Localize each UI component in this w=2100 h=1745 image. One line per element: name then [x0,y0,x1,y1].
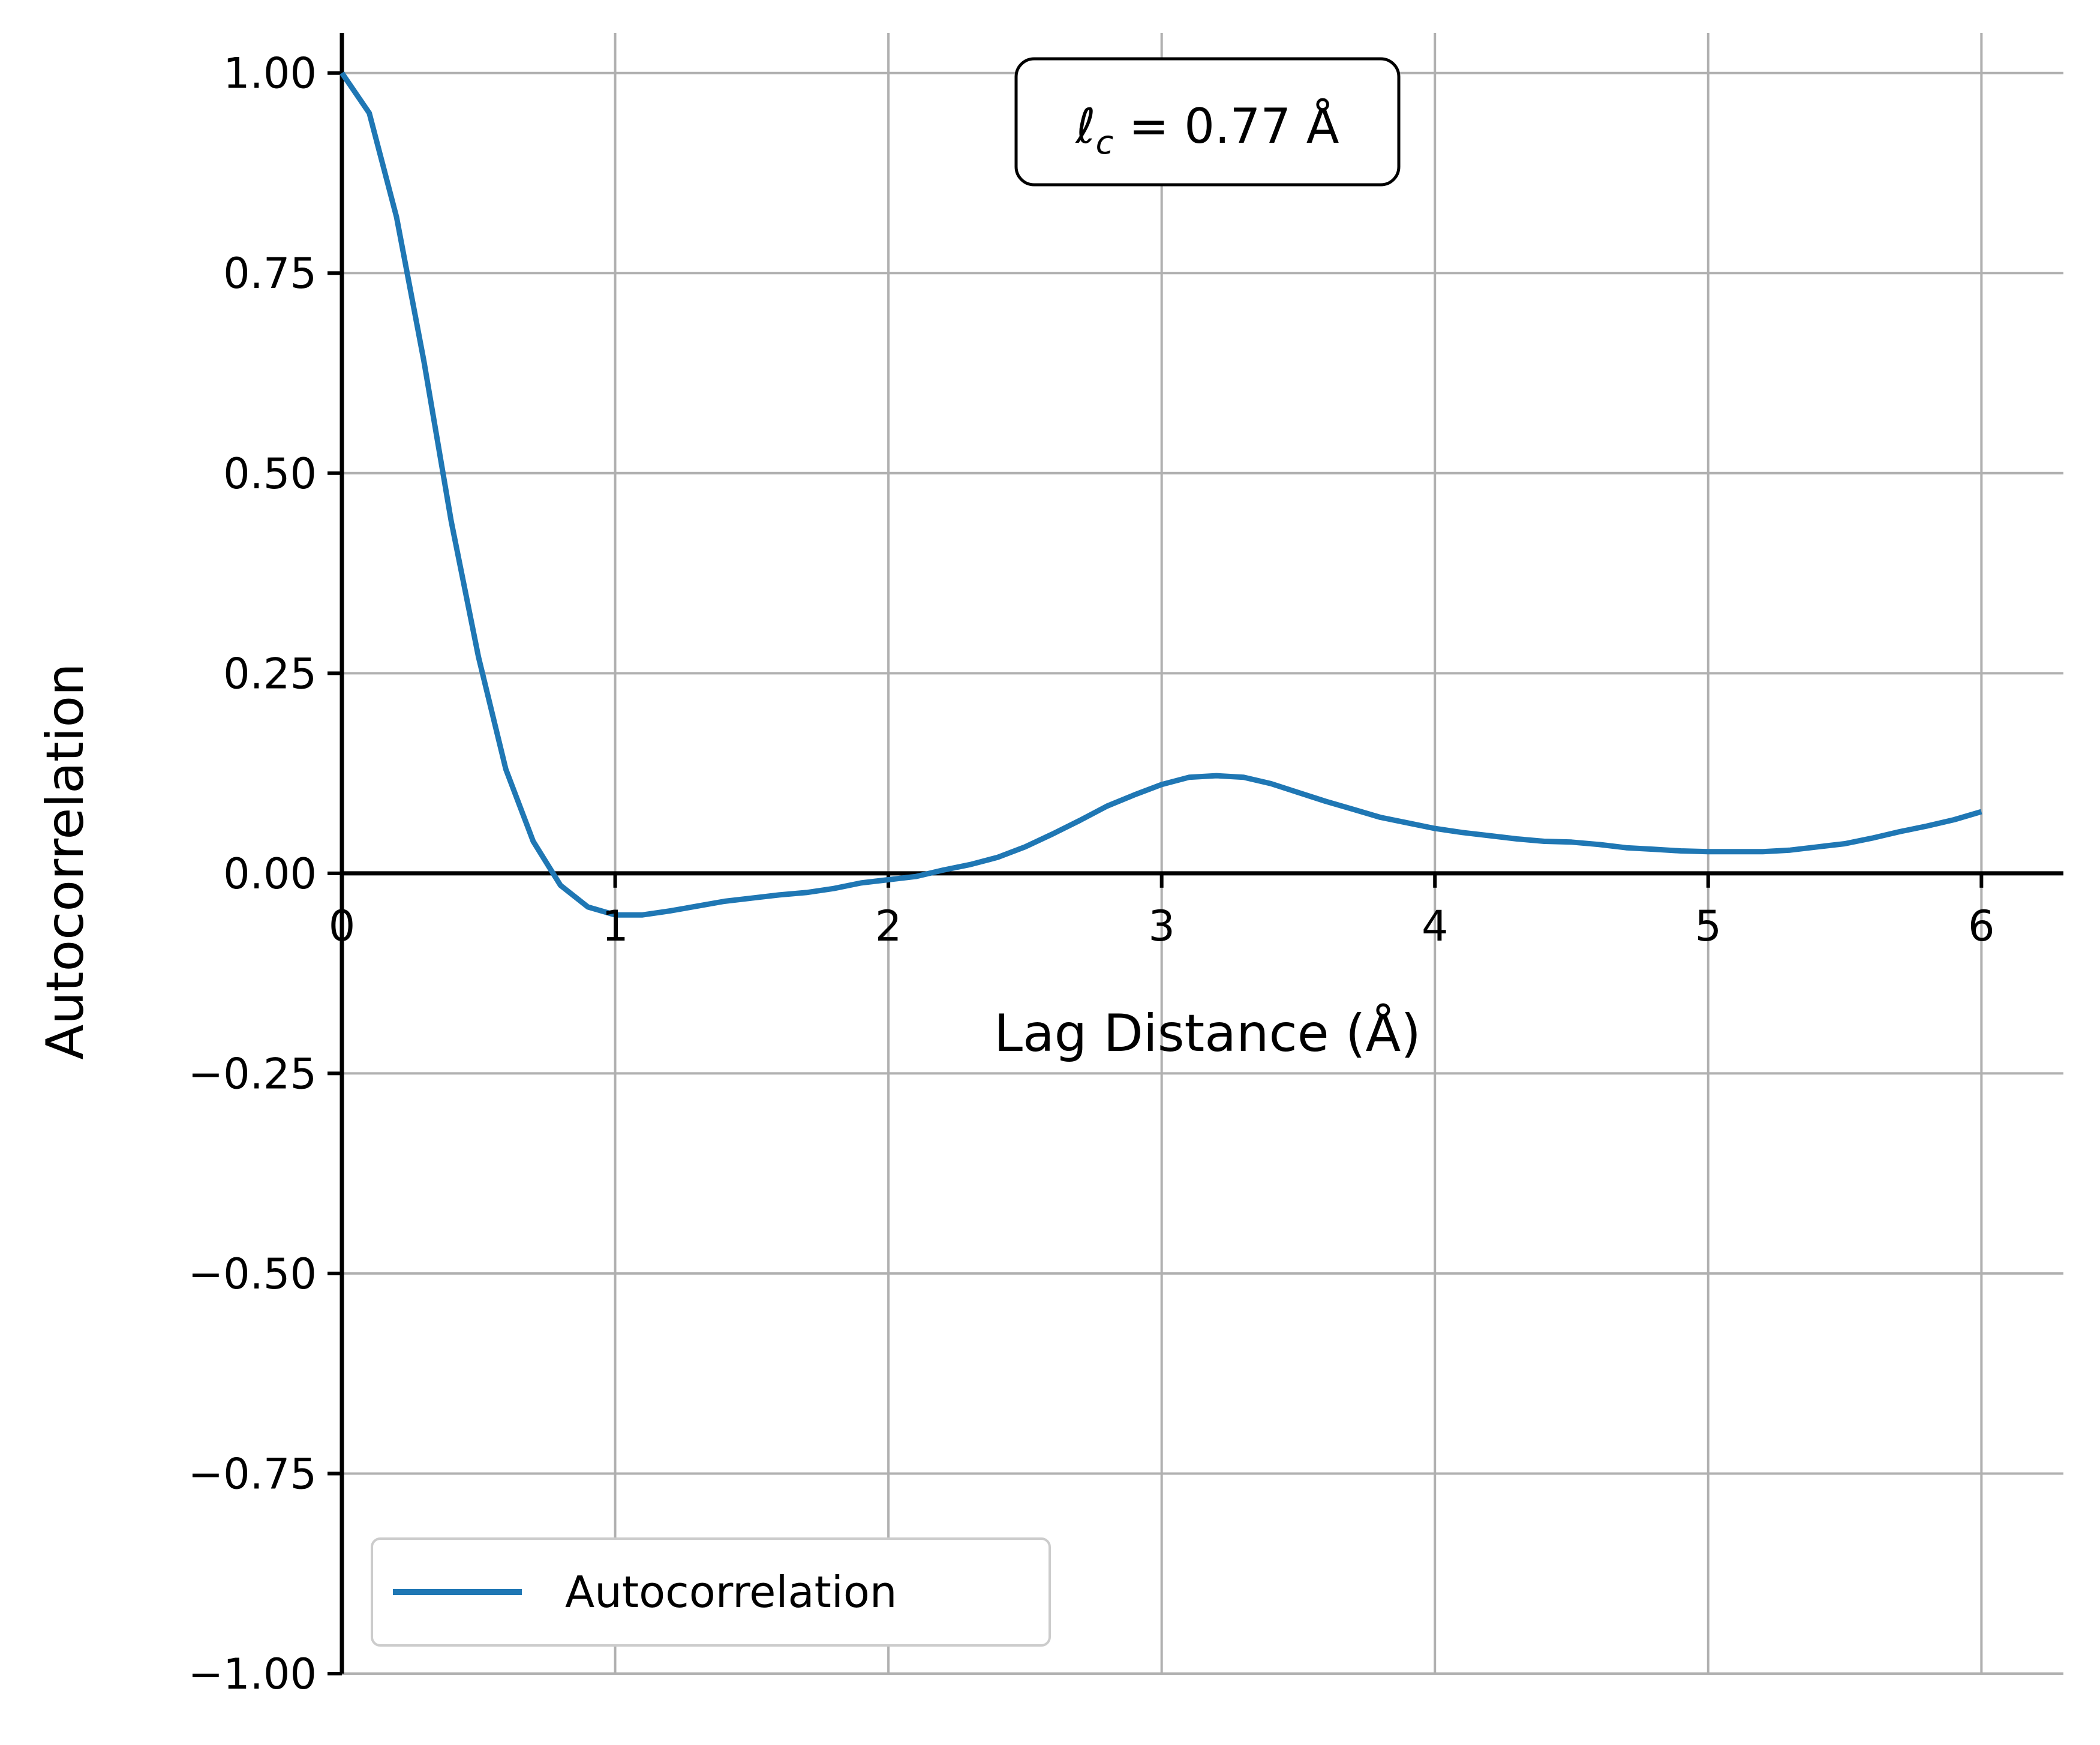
data-point [533,841,534,842]
data-point [505,768,506,770]
data-point [888,879,889,881]
data-point [423,361,425,362]
data-point [1434,828,1435,829]
data-point [1817,846,1818,848]
data-point [997,857,998,858]
data-point [1516,839,1518,840]
y-tick-label: 1.00 [223,49,317,98]
data-point [1626,847,1627,848]
data-point [970,864,971,865]
legend-frame [371,1537,1051,1647]
data-point [1107,806,1108,807]
y-tick-label: −0.25 [188,1049,317,1098]
data-point [915,876,917,877]
y-axis-title: Autocorrelation [35,663,95,1059]
grid [342,33,2063,1675]
data-point [396,217,397,218]
data-point [560,885,561,886]
data-point [1708,851,1709,852]
data-point [696,906,698,907]
y-tick-label: −0.50 [188,1250,317,1299]
y-tick-label: −1.00 [188,1650,317,1699]
data-point [1079,820,1080,821]
data-point [642,914,643,915]
data-point [1571,842,1572,843]
x-tick-label: 6 [1968,902,1995,951]
series-layer [340,71,1982,918]
y-tick-label: 0.25 [223,649,317,698]
x-tick-label: 5 [1695,902,1722,951]
data-point [779,894,780,896]
data-point [833,888,834,889]
data-point [369,112,370,113]
data-point [1899,831,1900,833]
x-tick-label: 4 [1422,902,1449,951]
data-point [1025,846,1026,848]
y-tick-label: −0.75 [188,1449,317,1498]
data-point [1680,851,1681,852]
legend: Autocorrelation [371,1537,1051,1647]
data-point [861,882,862,884]
data-point [1407,822,1408,824]
data-point [1380,817,1381,818]
x-axis-title: Lag Distance (Å) [994,1003,1421,1064]
data-point [1789,849,1790,851]
data-point [450,521,452,522]
x-tick-label: 0 [329,902,356,951]
x-tick-label: 1 [602,902,629,951]
data-point [1653,849,1654,850]
data-point [1462,832,1463,833]
data-point [1051,834,1053,835]
data-point [1844,843,1846,845]
axes [328,33,2063,1675]
data-point [1243,777,1244,778]
data-point [942,870,944,871]
data-point [1297,792,1299,793]
data-point [1134,794,1135,795]
y-tick-label: 0.50 [223,449,317,498]
data-point [1325,801,1326,802]
data-point [341,73,343,74]
y-tick-label: 0.75 [223,249,317,298]
x-tick-label: 3 [1148,902,1175,951]
data-point [478,657,479,658]
data-point [1489,835,1490,836]
annotation-frame [1014,57,1401,187]
data-point [1981,811,1982,812]
data-point [724,901,725,902]
tick-labels: −1.00 −0.75 −0.50 −0.25 0.00 0.25 0.50 0.75 1.00… [188,49,1994,1699]
data-point [751,897,752,899]
data-point [587,906,588,908]
data-point [1871,837,1873,839]
data-point [1762,851,1763,852]
data-point [669,911,671,912]
series-line-autocorrelation [340,71,1982,918]
x-tick-label: 2 [875,902,902,951]
data-point [1926,825,1927,827]
data-point [1954,819,1955,821]
data-point [806,892,807,893]
data-point [1599,844,1600,845]
data-point [1188,777,1189,778]
data-point [1353,809,1354,810]
data-point [1270,783,1272,784]
legend-entry-autocorrelation: Autocorrelation [565,1567,897,1617]
y-tick-label: 0.00 [223,849,317,899]
data-point [1543,841,1545,842]
annotation-box: ℓc = 0.77 Å [1014,57,1401,187]
data-point [1216,775,1217,776]
data-point [1161,784,1162,785]
annotation-label: ℓc = 0.77 Å [1075,98,1339,161]
data-point [1735,851,1736,852]
